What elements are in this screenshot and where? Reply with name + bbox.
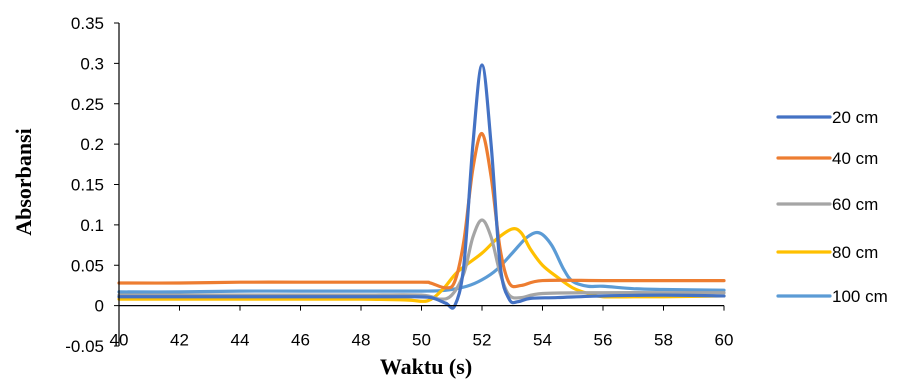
legend: 20 cm 40 cm 60 cm 80 cm 100 cm [776, 108, 888, 306]
y-tick-label: 0.35 [71, 14, 104, 33]
x-tick-label: 60 [715, 331, 734, 350]
series-line-100-cm [117, 230, 726, 294]
y-axis-ticks: 0.35 0.3 0.25 0.2 0.15 0.1 0.05 0 -0.05 [65, 14, 119, 356]
y-tick-label: 0.1 [80, 216, 104, 235]
legend-label-80-cm: 80 cm [832, 243, 878, 262]
legend-label-40-cm: 40 cm [832, 149, 878, 168]
x-tick-label: 50 [412, 331, 431, 350]
y-tick-label: 0 [95, 297, 104, 316]
plot-lines [117, 63, 726, 310]
y-tick-label: 0.25 [71, 95, 104, 114]
y-tick-label: 0.15 [71, 176, 104, 195]
x-tick-label: 44 [231, 331, 250, 350]
legend-label-100-cm: 100 cm [832, 287, 888, 306]
y-axis-title: Absorbansi [11, 128, 36, 236]
y-tick-label: 0.05 [71, 256, 104, 275]
y-tick-label: 0.2 [80, 135, 104, 154]
x-tick-label: 54 [533, 331, 552, 350]
x-axis-title: Waktu (s) [380, 354, 472, 379]
series-line-40-cm [117, 132, 726, 290]
x-tick-label: 42 [170, 331, 189, 350]
y-tick-label: -0.05 [65, 337, 104, 356]
series-line-60-cm [117, 218, 726, 301]
x-axis-ticks: 40 42 44 46 48 50 52 54 56 58 60 [110, 305, 734, 350]
legend-label-60-cm: 60 cm [832, 195, 878, 214]
x-tick-label: 56 [594, 331, 613, 350]
x-tick-label: 40 [110, 331, 129, 350]
x-tick-label: 58 [654, 331, 673, 350]
x-tick-label: 52 [473, 331, 492, 350]
series-line-20-cm [117, 63, 726, 310]
x-tick-label: 46 [291, 331, 310, 350]
x-tick-label: 48 [352, 331, 371, 350]
y-tick-label: 0.3 [80, 54, 104, 73]
legend-label-20-cm: 20 cm [832, 108, 878, 127]
